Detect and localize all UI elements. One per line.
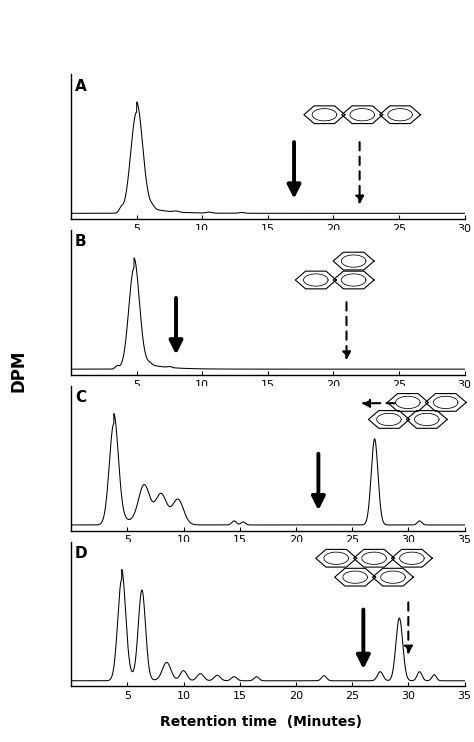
Text: DPM: DPM — [10, 349, 28, 393]
Text: A: A — [75, 79, 87, 93]
Text: D: D — [75, 546, 88, 561]
Text: B: B — [75, 234, 87, 249]
Text: Retention time  (Minutes): Retention time (Minutes) — [160, 715, 362, 729]
Text: C: C — [75, 390, 86, 405]
